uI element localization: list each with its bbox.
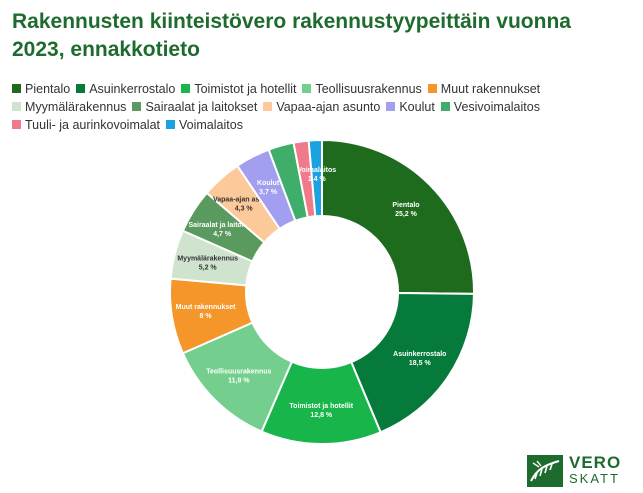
vero-skatt-logo: VERO SKATT — [527, 453, 637, 489]
logo-text-vero: VERO — [569, 453, 621, 473]
logo-text-skatt: SKATT — [569, 471, 620, 486]
vero-logo-icon — [527, 455, 563, 487]
